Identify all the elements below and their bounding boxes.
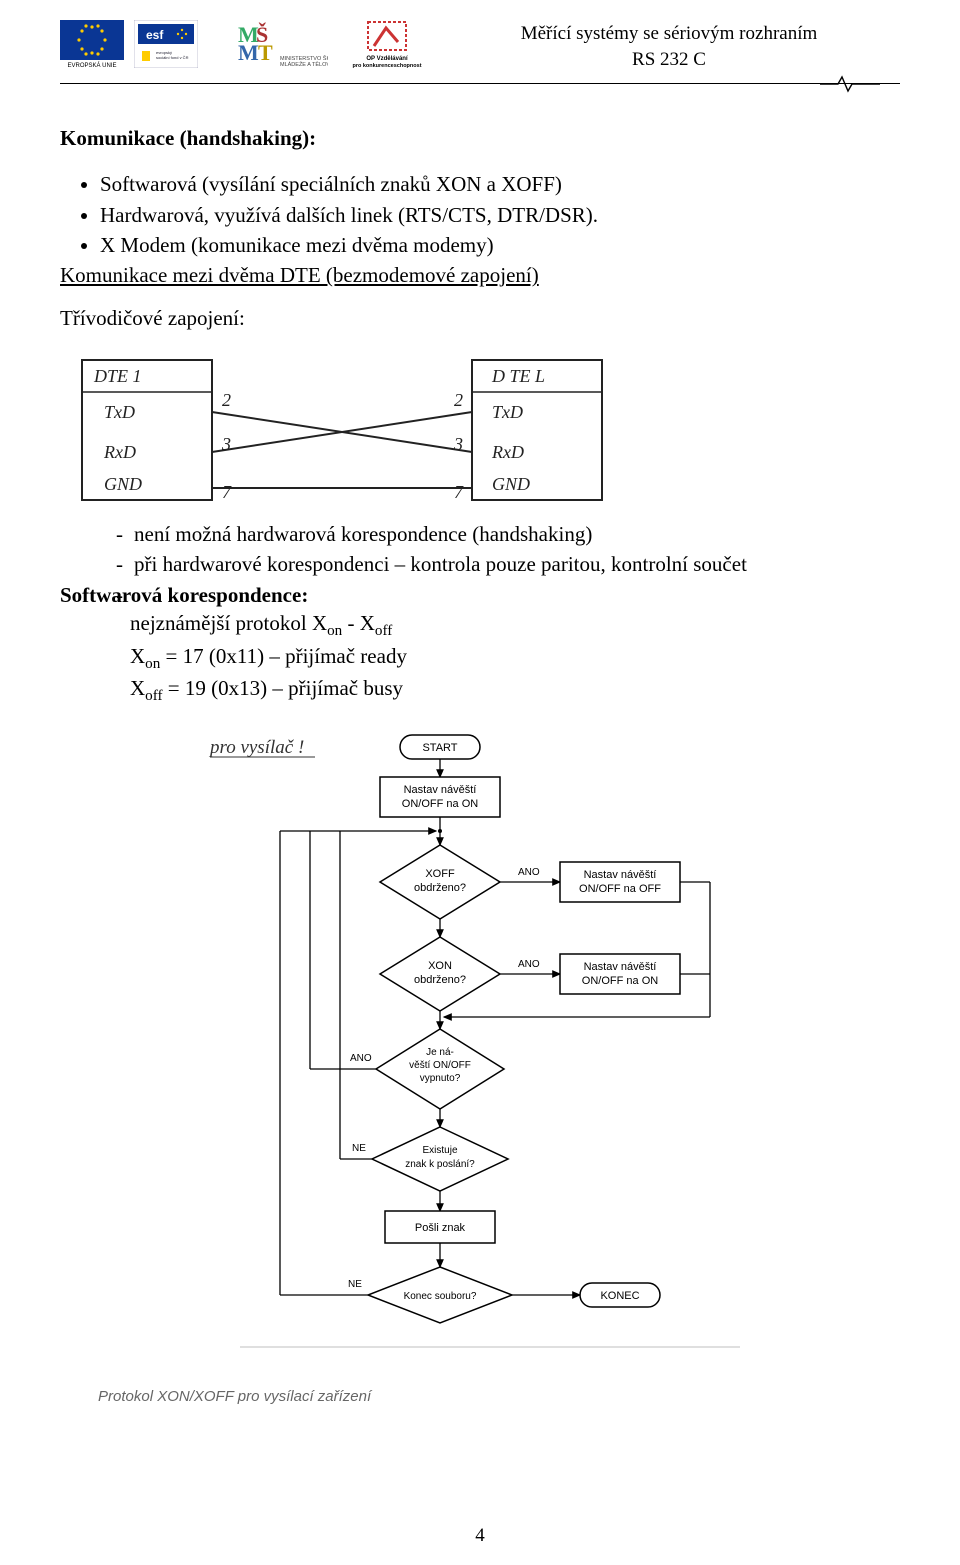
hand-note: pro vysílač !: [208, 737, 304, 758]
flowchart: pro vysílač ! START Nastav návěští ON/OF…: [200, 727, 760, 1367]
flow-caption: Protokol XON/XOFF pro vysílací zařízení: [98, 1387, 900, 1407]
svg-text:2: 2: [454, 390, 463, 410]
title-line2: RS 232 C: [632, 49, 706, 70]
page: EVROPSKÁ UNIE esf evropský sociální fond…: [0, 0, 960, 1427]
op-line2: pro konkurenceschopnost: [352, 63, 421, 68]
rxd-right: RxD: [491, 442, 524, 462]
title-line1: Měřící systémy se sériovým rozhraním: [521, 23, 818, 44]
esf-logo: esf evropský sociální fond v ČR: [134, 20, 198, 73]
svg-text:věští ON/OFF: věští ON/OFF: [409, 1060, 471, 1071]
svg-text:Konec souboru?: Konec souboru?: [404, 1291, 477, 1302]
svg-text:NE: NE: [352, 1143, 366, 1154]
end-node: KONEC: [600, 1290, 639, 1302]
dash-list: není možná hardwarová korespondence (han…: [116, 520, 900, 579]
svg-text:Existuje: Existuje: [422, 1145, 457, 1156]
svg-text:7: 7: [454, 482, 464, 502]
header-logos: EVROPSKÁ UNIE esf evropský sociální fond…: [60, 20, 438, 73]
svg-text:Nastav návěští: Nastav návěští: [404, 784, 477, 796]
eu-flag-logo: EVROPSKÁ UNIE: [60, 20, 124, 73]
svg-text:vypnuto?: vypnuto?: [420, 1073, 461, 1084]
opvk-logo: OP Vzdělávání pro konkurenceschopnost: [338, 20, 438, 73]
sw-line2: Xon = 17 (0x11) – přijímač ready: [130, 642, 900, 675]
sw-line3: Xoff = 19 (0x13) – přijímač busy: [130, 674, 900, 707]
dte1-label: DTE 1: [93, 366, 142, 386]
rxd-left: RxD: [103, 442, 136, 462]
svg-text:Je ná-: Je ná-: [426, 1047, 454, 1058]
svg-text:ANO: ANO: [350, 1053, 372, 1064]
svg-text:XON: XON: [428, 960, 452, 972]
svg-text:M: M: [238, 40, 259, 65]
bullet-item: X Modem (komunikace mezi dvěma modemy): [100, 231, 900, 259]
svg-text:ANO: ANO: [518, 867, 540, 878]
eu-label: EVROPSKÁ UNIE: [67, 62, 116, 68]
sw-title: Softwarová korespondence:: [60, 583, 308, 607]
svg-text:znak k poslání?: znak k poslání?: [405, 1159, 475, 1170]
svg-text:ON/OFF na OFF: ON/OFF na OFF: [579, 883, 661, 895]
ministry-line1: MINISTERSTVO ŠKOLSTVÍ,: [280, 55, 328, 62]
dte2-label: D TE L: [491, 366, 545, 386]
start-node: START: [422, 742, 457, 754]
header-rule: [60, 83, 900, 84]
header-title: Měřící systémy se sériovým rozhraním RS …: [438, 21, 900, 72]
svg-text:NE: NE: [348, 1279, 362, 1290]
svg-text:Pošli znak: Pošli znak: [415, 1222, 466, 1234]
svg-text:ON/OFF na ON: ON/OFF na ON: [402, 798, 478, 810]
content: Komunikace (handshaking): Softwarová (vy…: [60, 124, 900, 1407]
svg-text:Nastav návěští: Nastav návěští: [584, 869, 657, 881]
page-number: 4: [0, 1525, 960, 1547]
svg-text:obdrženo?: obdrženo?: [414, 882, 466, 894]
txd-right: TxD: [492, 402, 523, 422]
svg-text:ON/OFF na ON: ON/OFF na ON: [582, 975, 658, 987]
page-header: EVROPSKÁ UNIE esf evropský sociální fond…: [60, 20, 900, 79]
op-line1: OP Vzdělávání: [366, 56, 408, 62]
wiring-diagram: .wt { font-family: "Comic Sans MS", curs…: [72, 350, 612, 510]
sw-line1: nejznámější protokol Xon - Xoff: [130, 609, 900, 642]
wiring-label: Třívodičové zapojení:: [60, 304, 900, 332]
msmt-logo: M Š M T MINISTERSTVO ŠKOLSTVÍ, MLÁDEŽE A…: [208, 20, 328, 73]
bullet-item: Hardwarová, využívá dalších linek (RTS/C…: [100, 201, 900, 229]
svg-text:XOFF: XOFF: [425, 868, 455, 880]
gnd-right: GND: [492, 474, 530, 494]
dash-item: při hardwarové korespondenci – kontrola …: [116, 550, 900, 578]
ministry-line2: MLÁDEŽE A TĚLOVÝCHOVY: [280, 60, 328, 68]
txd-left: TxD: [104, 402, 135, 422]
svg-text:esf: esf: [146, 28, 164, 42]
svg-text:obdrženo?: obdrženo?: [414, 974, 466, 986]
svg-text:2: 2: [222, 390, 231, 410]
underlined-link: Komunikace mezi dvěma DTE (bezmodemové z…: [60, 263, 539, 287]
heartbeat-icon: [820, 75, 880, 93]
svg-text:ANO: ANO: [518, 959, 540, 970]
svg-text:T: T: [258, 40, 273, 65]
bullet-list: Softwarová (vysílání speciálních znaků X…: [100, 170, 900, 259]
dash-item: není možná hardwarová korespondence (han…: [116, 520, 900, 548]
svg-text:sociální fond v ČR: sociální fond v ČR: [156, 55, 189, 60]
gnd-left: GND: [104, 474, 142, 494]
section-heading: Komunikace (handshaking):: [60, 124, 900, 152]
svg-text:7: 7: [222, 482, 232, 502]
svg-text:Nastav návěští: Nastav návěští: [584, 961, 657, 973]
bullet-item: Softwarová (vysílání speciálních znaků X…: [100, 170, 900, 198]
sw-correspondence: Softwarová korespondence: nejznámější pr…: [60, 581, 900, 707]
